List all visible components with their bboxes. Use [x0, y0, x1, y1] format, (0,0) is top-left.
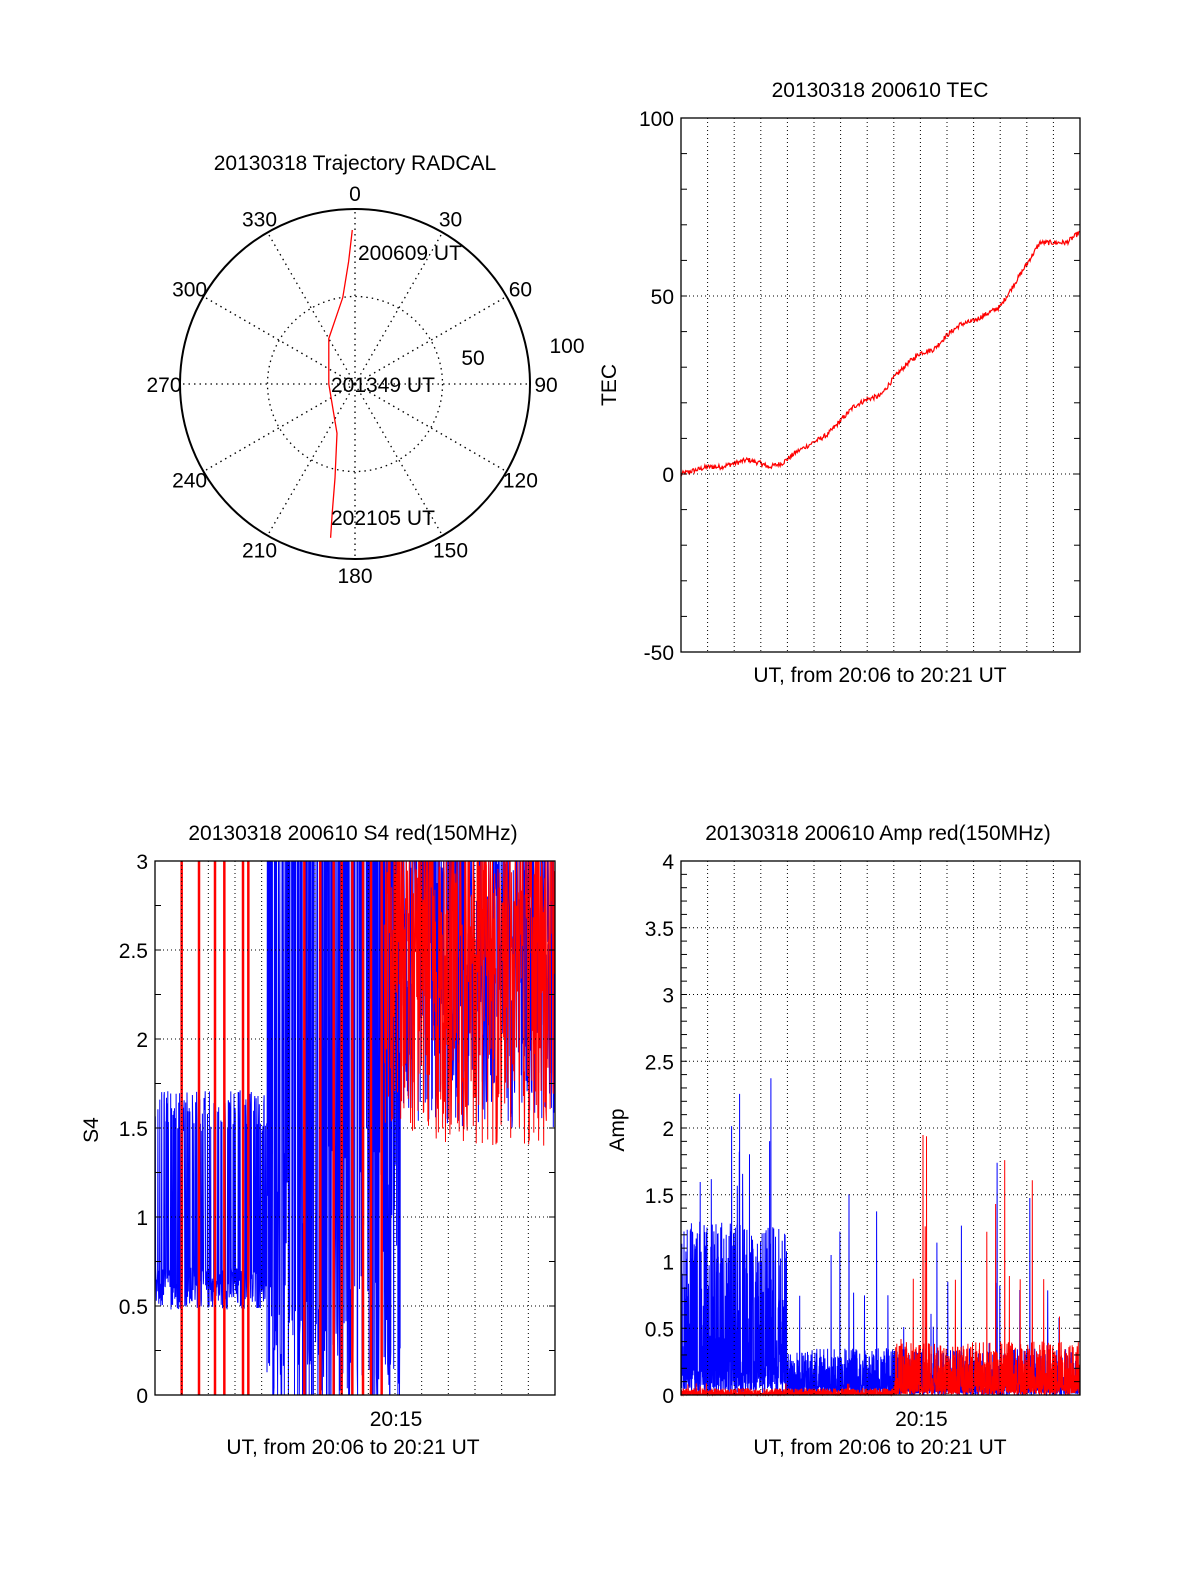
y-tick-label: 0 [662, 1385, 674, 1408]
y-tick-label: 1 [136, 1207, 148, 1230]
x-tick-label: 20:15 [895, 1408, 948, 1431]
tec-title: 20130318 200610 TEC [772, 79, 989, 102]
y-tick-label: 2.5 [645, 1051, 674, 1074]
trajectory-end-label: 202105 UT [331, 507, 435, 530]
amp-data [680, 1078, 1081, 1397]
polar-inner-ring [266, 295, 444, 473]
s4-red-line [383, 860, 556, 1146]
y-tick-label: 2.5 [119, 940, 148, 963]
y-tick-label: 0 [136, 1385, 148, 1408]
tec-xlabel: UT, from 20:06 to 20:21 UT [753, 664, 1006, 687]
y-tick-label: -50 [644, 642, 674, 665]
y-tick-label: 50 [651, 286, 674, 309]
y-tick-label: 2 [136, 1029, 148, 1052]
x-tick-label: 20:15 [370, 1408, 423, 1431]
y-tick-label: 0.5 [119, 1296, 148, 1319]
polar-spoke [203, 383, 356, 473]
amp-xlabel: UT, from 20:06 to 20:21 UT [753, 1436, 1006, 1459]
y-tick-label: 1.5 [645, 1185, 674, 1208]
y-tick-label: 0.5 [645, 1318, 674, 1341]
polar-spoke [354, 383, 507, 473]
polar-spoke [354, 295, 507, 385]
y-tick-label: 0 [662, 464, 674, 487]
polar-angle-label: 150 [433, 539, 468, 562]
polar-angle-label: 120 [503, 470, 538, 493]
polar-angle-label: 300 [172, 279, 207, 302]
polar-title: 20130318 Trajectory RADCAL [214, 152, 497, 175]
polar-angle-label: 240 [172, 470, 207, 493]
polar-angle-label: 30 [439, 209, 462, 232]
polar-angle-label: 180 [337, 565, 372, 588]
polar-radius-label: 50 [461, 347, 484, 370]
y-tick-label: 3.5 [645, 918, 674, 941]
s4-plot: 20130318 200610 S4 red(150MHz) UT, from … [80, 822, 556, 1459]
polar-spoke [266, 232, 356, 385]
tec-plot: 20130318 200610 TEC UT, from 20:06 to 20… [598, 79, 1081, 687]
y-tick-label: 1 [662, 1252, 674, 1275]
trajectory-line [328, 229, 353, 538]
polar-angle-label: 210 [242, 539, 277, 562]
y-tick-label: 4 [662, 851, 674, 874]
polar-angle-label: 60 [509, 279, 532, 302]
amp-ylabel: Amp [606, 1108, 629, 1151]
polar-angle-label: 330 [242, 209, 277, 232]
s4-title: 20130318 200610 S4 red(150MHz) [188, 822, 517, 845]
tec-data [680, 230, 1080, 477]
y-tick-label: 100 [639, 108, 674, 131]
polar-radius-label: 100 [549, 335, 584, 358]
y-tick-label: 3 [662, 985, 674, 1008]
s4-data [154, 860, 556, 1396]
s4-xlabel: UT, from 20:06 to 20:21 UT [226, 1436, 479, 1459]
polar-angle-label: 90 [534, 374, 557, 397]
amp-title: 20130318 200610 Amp red(150MHz) [705, 822, 1051, 845]
polar-angle-label: 0 [349, 183, 361, 206]
s4-ylabel: S4 [80, 1117, 103, 1143]
plot-frame [680, 860, 1081, 1396]
amp-plot: 20130318 200610 Amp red(150MHz) UT, from… [606, 822, 1081, 1459]
trajectory-start-label: 200609 UT [358, 242, 462, 265]
trajectory-polar-plot: 20130318 Trajectory RADCAL 0 30 60 90 120 150… [146, 152, 584, 588]
y-tick-label: 2 [662, 1118, 674, 1141]
y-tick-label: 3 [136, 851, 148, 874]
trajectory-mid-label: 201349 UT [331, 374, 435, 397]
polar-angle-label: 270 [146, 374, 181, 397]
y-tick-label: 1.5 [119, 1118, 148, 1141]
plot-frame [680, 117, 1081, 653]
tec-ylabel: TEC [598, 364, 621, 406]
plot-frame [154, 860, 556, 1396]
tec-line [680, 230, 1080, 477]
polar-outer-ring [179, 208, 531, 560]
